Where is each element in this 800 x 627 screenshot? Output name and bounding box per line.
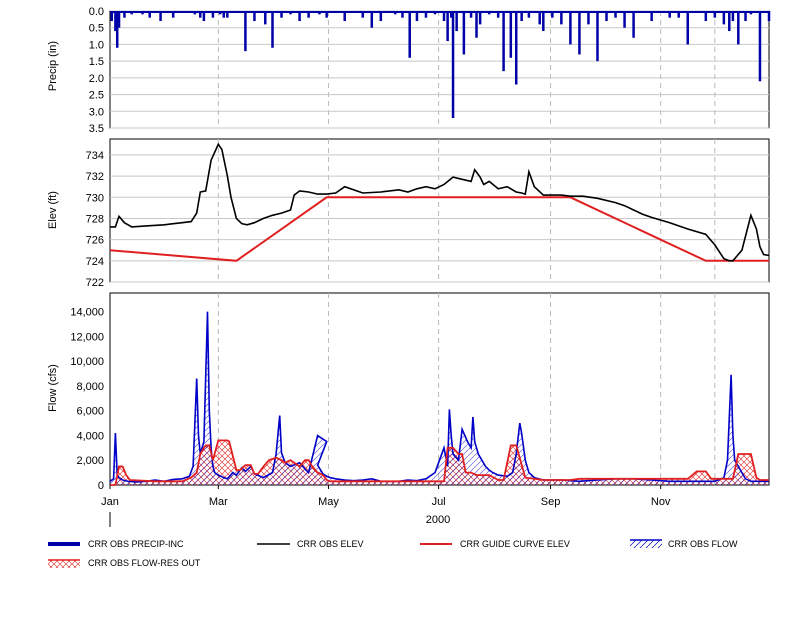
x-tick-label: Jan	[101, 496, 119, 508]
elev-tick-label: 724	[86, 256, 104, 268]
elev-tick-label: 726	[86, 235, 104, 247]
precip-panel	[109, 10, 770, 129]
legend: CRR OBS PRECIP-INC CRR OBS ELEV CRR GUID…	[48, 539, 738, 568]
legend-item-resout: CRR OBS FLOW-RES OUT	[48, 558, 201, 568]
precip-tick-label: 3.5	[89, 123, 104, 135]
x-tick-label: Nov	[651, 496, 671, 508]
x-axis-year: 2000	[426, 514, 450, 526]
elev-panel	[109, 138, 770, 283]
guide-curve-line	[109, 196, 769, 262]
x-tick-label: Jul	[432, 496, 446, 508]
res-out-line	[110, 439, 769, 486]
precip-tick-label: 3.0	[89, 106, 104, 118]
elev-ylabel: Elev (ft)	[47, 191, 59, 229]
precip-tick-label: 2.0	[89, 73, 104, 85]
legend-label-precip: CRR OBS PRECIP-INC	[88, 539, 184, 549]
elev-tick-label: 722	[86, 277, 104, 289]
elev-tick-label: 732	[86, 171, 104, 183]
legend-item-guide: CRR GUIDE CURVE ELEV	[420, 539, 570, 549]
flow-tick-label: 12,000	[70, 331, 104, 343]
precip-tick-label: 0.0	[89, 6, 104, 18]
flow-tick-label: 14,000	[70, 307, 104, 319]
flow-tick-label: 6,000	[76, 406, 104, 418]
precip-ylabel: Precip (in)	[47, 41, 59, 91]
elev-tick-label: 730	[86, 192, 104, 204]
legend-label-elev: CRR OBS ELEV	[297, 539, 364, 549]
precip-tick-label: 0.5	[89, 23, 104, 35]
precip-tick-label: 1.5	[89, 56, 104, 68]
x-tick-label: May	[318, 496, 339, 508]
flow-tick-label: 0	[98, 480, 104, 492]
legend-label-guide: CRR GUIDE CURVE ELEV	[460, 539, 570, 549]
x-tick-label: Mar	[209, 496, 228, 508]
legend-item-flow: CRR OBS FLOW	[630, 539, 738, 549]
flow-tick-label: 8,000	[76, 381, 104, 393]
flow-tick-label: 2,000	[76, 455, 104, 467]
chart-marks	[109, 11, 771, 486]
flow-ylabel: Flow (cfs)	[47, 364, 59, 412]
precip-tick-label: 1.0	[89, 39, 104, 51]
elev-line	[110, 142, 770, 262]
tick-labels: 0.0 0.5 1.0 1.5 2.0 2.5 3.0 3.5 734 732 730 728 726 7…	[70, 6, 671, 508]
elev-tick-label: 728	[86, 213, 104, 225]
x-tick-label: Sep	[541, 496, 561, 508]
precip-tick-label: 2.5	[89, 90, 104, 102]
legend-item-elev: CRR OBS ELEV	[257, 539, 364, 549]
elev-tick-label: 734	[86, 150, 104, 162]
flow-tick-label: 10,000	[70, 356, 104, 368]
legend-label-flow: CRR OBS FLOW	[668, 539, 738, 549]
legend-item-precip: CRR OBS PRECIP-INC	[48, 539, 184, 549]
flow-tick-label: 4,000	[76, 430, 104, 442]
legend-label-resout: CRR OBS FLOW-RES OUT	[88, 558, 201, 568]
